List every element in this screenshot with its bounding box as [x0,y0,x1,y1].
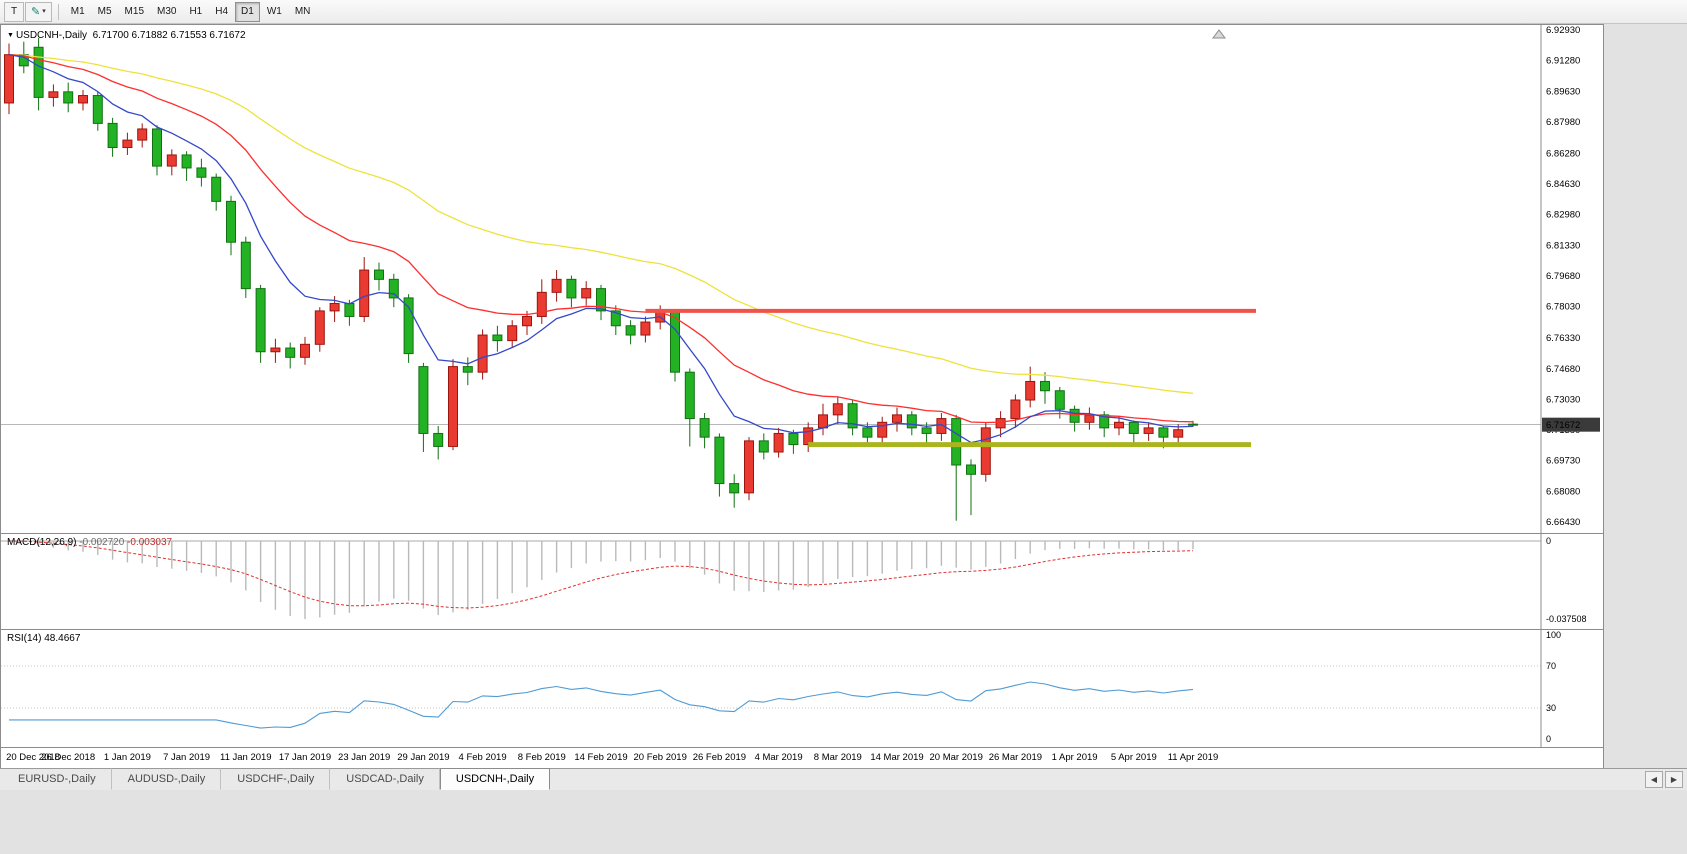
chart-tab-audusddaily[interactable]: AUDUSD-,Daily [112,768,222,790]
svg-text:6.82980: 6.82980 [1546,210,1580,221]
svg-text:6.84630: 6.84630 [1546,179,1580,190]
date-tick: 26 Feb 2019 [692,752,747,763]
date-axis[interactable]: 20 Dec 2018 26 Dec 2018 1 Jan 2019 7 Jan 20… [1,747,1603,769]
svg-text:6.92930: 6.92930 [1546,25,1580,36]
timeframe-button-m5[interactable]: M5 [92,2,118,22]
svg-text:6.87980: 6.87980 [1546,117,1580,128]
timeframe-button-m30[interactable]: M30 [151,2,182,22]
pencil-icon: ✎ [31,5,41,18]
date-tick: 20 Dec 2018 [6,752,60,763]
svg-text:70: 70 [1546,661,1556,671]
chart-shift-marker[interactable] [1212,29,1226,39]
chart-window: 6.92930 6.91280 6.89630 6.87980 6.86280 6.846… [0,24,1604,769]
timeframe-button-mn[interactable]: MN [289,2,317,22]
macd-axis-zero: 0 [1546,536,1551,546]
chevron-down-icon: ▾ [42,7,46,15]
ma-fast-blue [8,54,1194,444]
text-tool-button[interactable]: T [4,1,24,22]
chart-tab-usdcaddaily[interactable]: USDCAD-,Daily [330,768,440,790]
timeframe-button-h4[interactable]: H4 [209,2,234,22]
date-tick: 20 Feb 2019 [633,752,687,763]
macd-signal-line [8,540,1194,609]
candles [4,37,1198,521]
timeframe-button-h1[interactable]: H1 [183,2,208,22]
svg-text:6.78030: 6.78030 [1546,302,1580,313]
macd-axis-min: -0.037508 [1546,614,1587,624]
date-tick: 1 Jan 2019 [103,752,151,763]
date-tick: 26 Dec 2018 [41,752,96,763]
tab-scroll-buttons: ◀ ▶ [1645,771,1683,788]
chart-tab-eurusddaily[interactable]: EURUSD-,Daily [2,768,112,790]
svg-text:6.89630: 6.89630 [1546,86,1580,97]
rsi-panel[interactable]: 100 70 30 0 [1,629,1603,747]
current-price-tag [1542,417,1600,432]
timeframe-group: M1 M5 M15 M30 H1 H4 D1 W1 MN [65,1,317,22]
svg-text:6.66430: 6.66430 [1546,517,1580,528]
toolbar: T ✎ ▾ M1 M5 M15 M30 H1 H4 D1 W1 MN [0,0,1687,24]
svg-text:6.86280: 6.86280 [1546,148,1580,159]
timeframe-button-m1[interactable]: M1 [65,2,91,22]
date-tick: 11 Jan 2019 [220,752,272,763]
svg-text:6.69730: 6.69730 [1546,456,1580,467]
svg-text:30: 30 [1546,703,1556,713]
chart-tabs: EURUSD-,Daily AUDUSD-,Daily USDCHF-,Daily U… [0,768,551,790]
chart-tab-usdchfdaily[interactable]: USDCHF-,Daily [221,768,331,790]
tabs-scroll-right-button[interactable]: ▶ [1665,771,1683,788]
timeframe-button-m15[interactable]: M15 [119,2,150,22]
date-tick: 4 Feb 2019 [458,752,507,763]
macd-panel[interactable]: 0 -0.037508 [1,533,1603,629]
svg-text:100: 100 [1546,630,1561,640]
date-tick: 11 Apr 2019 [1167,752,1219,763]
svg-text:6.74680: 6.74680 [1546,364,1580,375]
chart-tab-usdcnhdaily[interactable]: USDCNH-,Daily [439,768,551,790]
date-tick: 26 Mar 2019 [988,752,1043,763]
date-tick: 14 Mar 2019 [870,752,924,763]
svg-text:6.73030: 6.73030 [1546,394,1580,405]
date-tick: 4 Mar 2019 [754,752,803,763]
date-tick: 20 Mar 2019 [929,752,983,763]
rsi-line [9,681,1194,729]
svg-text:6.76330: 6.76330 [1546,333,1580,344]
date-tick: 1 Apr 2019 [1051,752,1098,763]
macd-histogram [23,541,1194,619]
date-tick: 14 Feb 2019 [574,752,628,763]
tabs-scroll-left-button[interactable]: ◀ [1645,771,1663,788]
ma-medium-red [8,54,1194,424]
svg-text:0: 0 [1546,734,1551,744]
date-tick: 8 Feb 2019 [517,752,566,763]
svg-text:6.81330: 6.81330 [1546,240,1580,251]
draw-tool-button[interactable]: ✎ ▾ [25,1,52,22]
date-tick: 7 Jan 2019 [163,752,211,763]
current-price-tag-text: 6.71672 [1546,420,1580,431]
timeframe-button-d1[interactable]: D1 [235,1,260,22]
ma-slow-yellow [8,54,1194,394]
svg-text:6.79680: 6.79680 [1546,271,1580,282]
svg-text:6.68080: 6.68080 [1546,486,1580,497]
date-tick: 8 Mar 2019 [813,752,862,763]
chart-tabbar: EURUSD-,Daily AUDUSD-,Daily USDCHF-,Daily U… [0,768,1687,790]
date-tick: 5 Apr 2019 [1110,752,1157,763]
date-tick: 23 Jan 2019 [338,752,391,763]
svg-text:6.91280: 6.91280 [1546,56,1580,67]
price-axis[interactable]: 6.92930 6.91280 6.89630 6.87980 6.86280 6.846… [1546,25,1580,528]
date-tick: 29 Jan 2019 [397,752,450,763]
toolbar-separator [57,3,59,20]
timeframe-button-w1[interactable]: W1 [261,2,288,22]
price-chart[interactable]: 6.92930 6.91280 6.89630 6.87980 6.86280 6.846… [1,25,1603,533]
date-tick: 17 Jan 2019 [278,752,332,763]
